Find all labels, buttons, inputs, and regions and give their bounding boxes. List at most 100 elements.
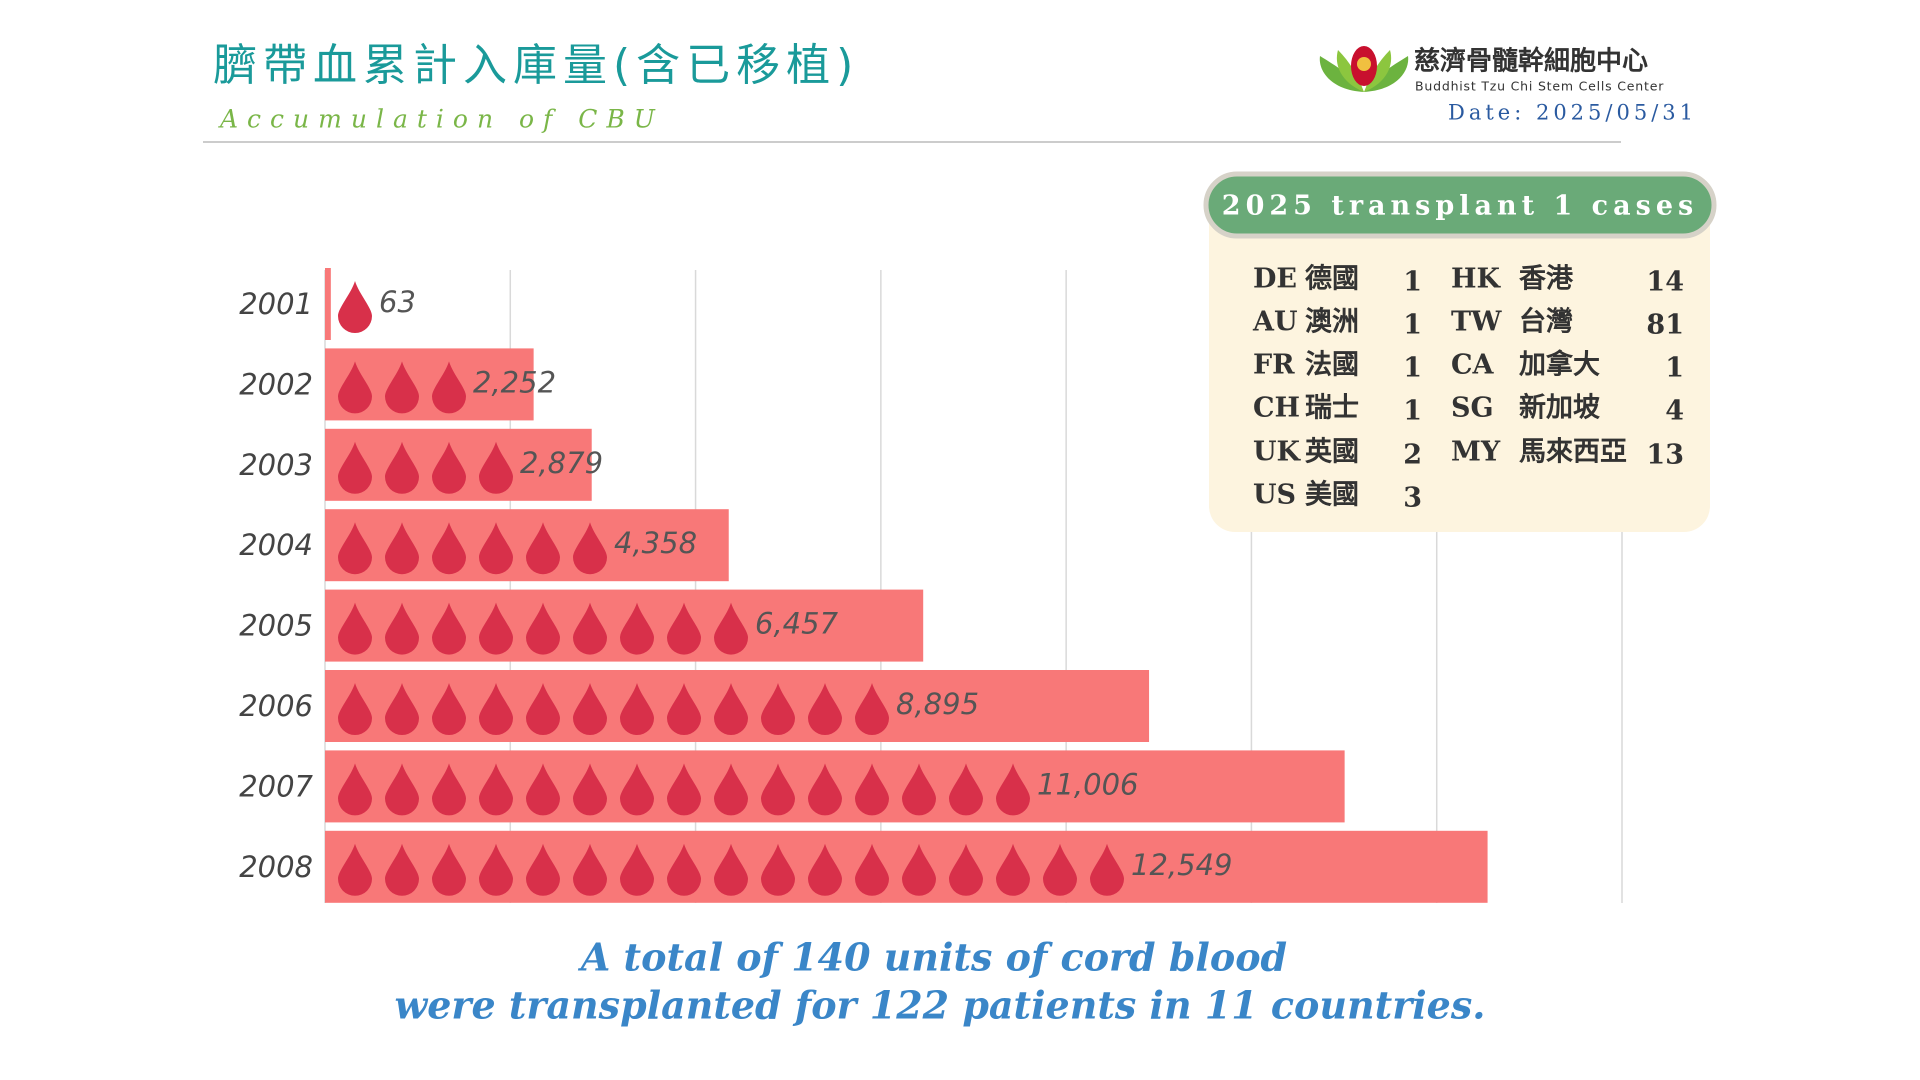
drop-icon xyxy=(620,763,654,816)
country-code: TW xyxy=(1451,307,1502,338)
country-name: 新加坡 xyxy=(1519,392,1600,424)
drop-icon xyxy=(855,763,889,816)
drop-icon xyxy=(855,683,889,735)
data-label: 8,895 xyxy=(896,687,979,721)
country-code: FR xyxy=(1253,350,1295,381)
drop-icon xyxy=(808,843,842,896)
org-name: 慈濟骨髓幹細胞中心 xyxy=(1414,46,1648,77)
country-name: 瑞士 xyxy=(1305,393,1359,424)
y-tick-label: 2008 xyxy=(239,850,313,884)
drop-icon xyxy=(667,763,701,816)
country-name: 美國 xyxy=(1305,479,1359,511)
drop-icon xyxy=(526,843,560,896)
bar xyxy=(325,268,331,340)
drop-icon xyxy=(761,683,795,735)
country-name: 英國 xyxy=(1305,437,1359,468)
drop-icon xyxy=(338,843,372,896)
drop-icon xyxy=(432,763,466,816)
drop-icon xyxy=(479,683,513,735)
drop-icon xyxy=(573,763,607,816)
drop-icon xyxy=(714,683,748,735)
drop-icon xyxy=(855,843,889,896)
case-count: 81 xyxy=(1646,310,1684,341)
drop-icon xyxy=(338,361,372,414)
drop-icon xyxy=(808,763,842,816)
country-code: AU xyxy=(1252,307,1298,338)
drop-icon xyxy=(761,763,795,816)
drop-icon xyxy=(1090,843,1124,896)
logo xyxy=(1319,46,1409,92)
drop-icon xyxy=(573,522,607,575)
drop-icon xyxy=(479,843,513,896)
drop-icon xyxy=(432,602,466,655)
panel: 2025 transplant 1 cases DE 德國 1AU 澳洲 1FR 法國 1C… xyxy=(1203,171,1717,532)
data-label: 2,879 xyxy=(520,446,603,480)
drop-icon xyxy=(338,602,372,655)
drop-icon xyxy=(432,361,466,414)
org-name-en: Buddhist Tzu Chi Stem Cells Center xyxy=(1415,79,1664,94)
drop-icon xyxy=(714,843,748,896)
drop-icon xyxy=(620,602,654,655)
drop-icon xyxy=(385,843,419,896)
drop-icon xyxy=(667,683,701,735)
drop-icon xyxy=(902,763,936,816)
drop-icon xyxy=(902,843,936,896)
drop-icon xyxy=(573,683,607,735)
drop-icon xyxy=(385,441,419,494)
panel-header xyxy=(1203,171,1717,239)
data-label: 63 xyxy=(379,285,416,319)
drop-icon xyxy=(667,602,701,655)
drop-icon xyxy=(385,763,419,816)
drop-icon xyxy=(432,843,466,896)
bar xyxy=(325,589,924,662)
drop-icon xyxy=(526,602,560,655)
drop-icon xyxy=(385,361,419,414)
drop-icon xyxy=(526,683,560,735)
drop-icon xyxy=(949,843,983,896)
country-code: CA xyxy=(1451,350,1494,381)
footer-line: were transplanted for 122 patients in 11… xyxy=(395,983,1486,1028)
case-count: 4 xyxy=(1665,396,1684,427)
drop-icon xyxy=(620,843,654,896)
case-count: 3 xyxy=(1403,483,1422,514)
data-label: 12,549 xyxy=(1131,848,1232,882)
drop-icon xyxy=(714,602,748,655)
case-count: 1 xyxy=(1403,396,1422,427)
y-tick-label: 2005 xyxy=(239,609,313,643)
country-code: MY xyxy=(1451,437,1501,468)
chart: 2001 63 2002 2,252 2003 2,879 2004 4,358 2005 6,4… xyxy=(239,268,1623,903)
y-tick-label: 2002 xyxy=(239,367,313,401)
date: Date: 2025/05/31 xyxy=(1448,101,1697,125)
panel-title: 2025 transplant 1 cases xyxy=(1222,191,1698,222)
drop-icon xyxy=(573,602,607,655)
drop-icon xyxy=(996,843,1030,896)
title: 臍帶血累計入庫量(含已移植) xyxy=(213,40,859,91)
y-tick-label: 2007 xyxy=(239,769,313,803)
drop-icon xyxy=(338,522,372,575)
country-name: 香港 xyxy=(1519,264,1574,295)
drop-icon xyxy=(620,683,654,735)
country-name: 法國 xyxy=(1305,350,1359,381)
country-name: 馬來西亞 xyxy=(1519,437,1627,468)
drop-icon xyxy=(949,763,983,816)
drop-icon xyxy=(526,522,560,575)
case-count: 1 xyxy=(1403,353,1422,384)
data-label: 11,006 xyxy=(1037,767,1138,801)
drop-icon xyxy=(1043,843,1077,896)
data-label: 2,252 xyxy=(473,365,556,399)
drop-icon xyxy=(338,683,372,735)
drop-icon xyxy=(761,843,795,896)
y-tick-label: 2006 xyxy=(239,689,313,723)
y-tick-label: 2001 xyxy=(239,287,313,321)
panel-bg xyxy=(1209,176,1710,532)
subtitle: Accumulation of CBU xyxy=(218,105,664,134)
country-code: CH xyxy=(1253,393,1300,424)
drop-icon xyxy=(526,763,560,816)
drop-icon xyxy=(338,763,372,816)
drop-icon xyxy=(479,763,513,816)
footer-line: A total of 140 units of cord blood xyxy=(578,935,1287,980)
drop-icon xyxy=(338,441,372,494)
case-count: 14 xyxy=(1646,267,1684,298)
country-name: 加拿大 xyxy=(1519,349,1600,381)
drop-icon xyxy=(479,441,513,494)
